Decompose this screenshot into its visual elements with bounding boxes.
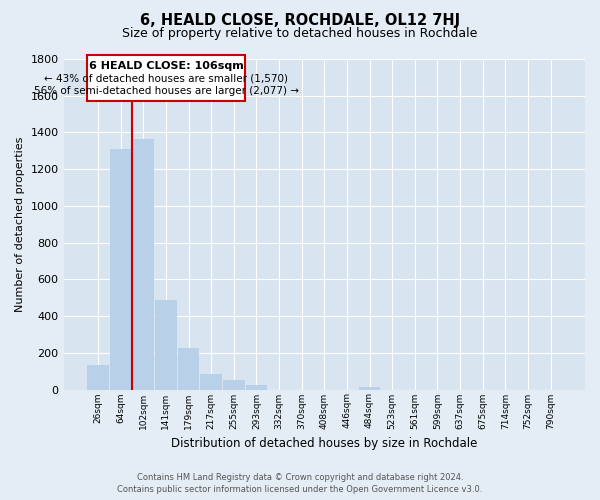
Bar (155, 300, 176, 390)
Bar (87, 364, 109, 390)
Bar (223, 380, 245, 390)
Bar (133, 139, 154, 390)
X-axis label: Distribution of detached houses by size in Rochdale: Distribution of detached houses by size … (171, 437, 478, 450)
Bar (200, 374, 222, 390)
Text: Contains public sector information licensed under the Open Government Licence v3: Contains public sector information licen… (118, 484, 482, 494)
Bar (178, 348, 199, 390)
Bar (245, 385, 267, 390)
Text: Size of property relative to detached houses in Rochdale: Size of property relative to detached ho… (122, 28, 478, 40)
Bar (359, 387, 380, 390)
Text: 6 HEALD CLOSE: 106sqm: 6 HEALD CLOSE: 106sqm (89, 61, 244, 71)
Text: 6, HEALD CLOSE, ROCHDALE, OL12 7HJ: 6, HEALD CLOSE, ROCHDALE, OL12 7HJ (140, 12, 460, 28)
FancyBboxPatch shape (87, 56, 245, 101)
Text: ← 43% of detached houses are smaller (1,570): ← 43% of detached houses are smaller (1,… (44, 74, 288, 84)
Text: Contains HM Land Registry data © Crown copyright and database right 2024.: Contains HM Land Registry data © Crown c… (137, 474, 463, 482)
Text: 56% of semi-detached houses are larger (2,077) →: 56% of semi-detached houses are larger (… (34, 86, 299, 96)
Bar (110, 149, 131, 390)
Y-axis label: Number of detached properties: Number of detached properties (15, 136, 25, 312)
